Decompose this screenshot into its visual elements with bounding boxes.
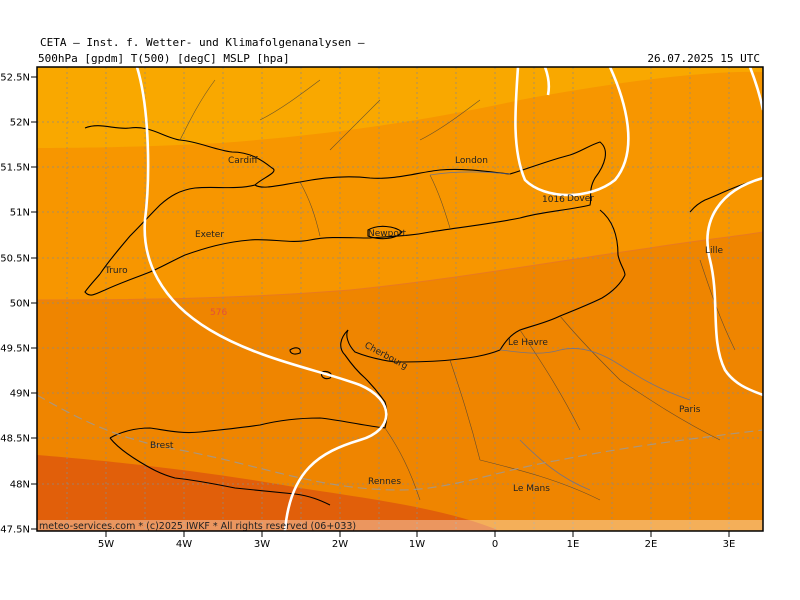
city-label: Rennes	[368, 477, 401, 487]
longitude-axis: 5W 4W 3W 2W 1W 0 1E 2E 3E	[98, 531, 735, 550]
lat-label: 50N	[10, 299, 30, 310]
city-label: Le Havre	[508, 338, 548, 348]
city-label: Dover	[567, 194, 594, 204]
lat-label: 48N	[10, 480, 30, 491]
lat-label: 48.5N	[0, 434, 30, 445]
lon-label: 3E	[723, 539, 736, 550]
city-label: Paris	[679, 405, 701, 415]
lon-label: 3W	[254, 539, 270, 550]
lon-label: 2E	[645, 539, 658, 550]
lat-label: 52.5N	[0, 73, 30, 84]
city-label: Truro	[104, 266, 128, 276]
lon-label: 5W	[98, 539, 114, 550]
dashed-contour	[37, 394, 763, 491]
lat-label: 49.5N	[0, 344, 30, 355]
lat-label: 49N	[10, 389, 30, 400]
city-label: Brest	[150, 441, 174, 451]
lat-label: 52N	[10, 118, 30, 129]
admin-borders	[179, 79, 736, 501]
map-frame	[36, 66, 764, 532]
lon-label: 1E	[567, 539, 580, 550]
city-label: Newport	[368, 229, 407, 239]
copyright-credit: meteo-services.com * (c)2025 IWKF * All …	[39, 521, 356, 532]
latitude-axis: 52.5N 52N 51.5N 51N 50.5N 50N 49.5N 49N 48.5N 48N…	[0, 73, 37, 536]
map-field: 576 1016 Cardiff London Exeter Newport Dover…	[37, 67, 763, 532]
parameter-line: 500hPa [gpdm] T(500) [degC] MSLP [hpa]	[38, 52, 290, 65]
isobars	[135, 67, 763, 531]
city-label: Exeter	[195, 230, 224, 240]
lat-label: 50.5N	[0, 254, 30, 265]
city-label: Lille	[705, 246, 724, 256]
credit-strip	[37, 520, 763, 531]
city-label: Le Mans	[513, 484, 550, 494]
lat-label: 47.5N	[0, 525, 30, 536]
geopotential-label: 576	[210, 308, 227, 318]
pressure-label: 1016	[542, 195, 565, 205]
map-title: CETA – Inst. f. Wetter- und Klimafolgena…	[40, 36, 365, 49]
city-label: Cardiff	[228, 156, 259, 166]
rivers	[429, 171, 691, 491]
lon-label: 4W	[176, 539, 192, 550]
lat-label: 51.5N	[0, 163, 30, 174]
lat-label: 51N	[10, 208, 30, 219]
city-label: London	[455, 156, 488, 166]
valid-datetime: 26.07.2025 15 UTC	[647, 52, 760, 65]
lon-label: 2W	[332, 539, 348, 550]
lon-label: 0	[492, 539, 498, 550]
band-top	[37, 67, 763, 148]
geopotential-contour	[37, 231, 763, 301]
lon-label: 1W	[409, 539, 425, 550]
band-bottom	[37, 455, 500, 531]
